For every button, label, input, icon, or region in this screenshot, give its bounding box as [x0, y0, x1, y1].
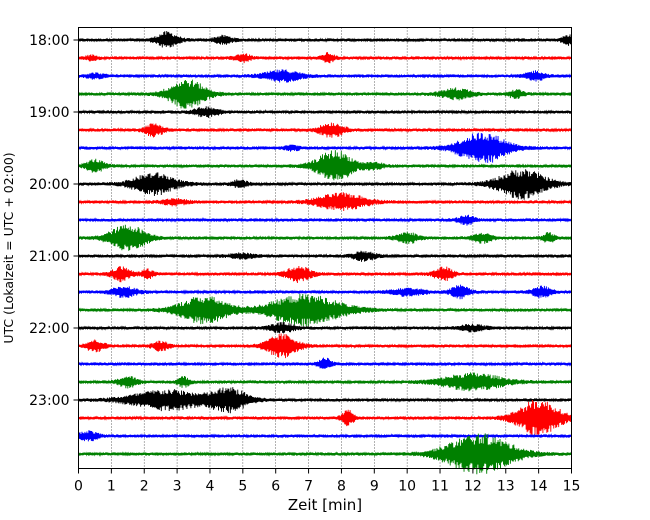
trace-2300 — [78, 387, 572, 414]
trace-2345 — [78, 433, 572, 475]
plot-frame — [78, 27, 572, 469]
trace-2315 — [78, 399, 572, 438]
trace-2130 — [78, 284, 572, 300]
trace-1845 — [78, 79, 572, 109]
y-axis-ticks: 18:00 19:00 20:00 21:00 22:00 23:00 — [29, 33, 79, 409]
trace-2145 — [78, 293, 572, 327]
trace-1930 — [78, 132, 572, 163]
trace-2000 — [78, 169, 572, 200]
trace-1900 — [78, 106, 572, 119]
y-tick-label: 18:00 — [29, 33, 69, 49]
trace-1915 — [78, 122, 572, 138]
x-tick-label: 9 — [370, 479, 379, 495]
x-tick-label: 4 — [206, 479, 215, 495]
trace-2115 — [78, 266, 572, 283]
trace-2230 — [78, 357, 572, 369]
x-tick-label: 11 — [431, 479, 449, 495]
x-axis-ticks: 0 1 2 3 4 5 6 7 8 9 10 11 12 13 14 15 — [74, 468, 581, 495]
trace-2215 — [78, 333, 572, 359]
x-tick-label: 3 — [173, 479, 182, 495]
x-axis-title: Zeit [min] — [288, 496, 362, 514]
trace-2245 — [78, 372, 572, 392]
trace-1830 — [78, 69, 572, 83]
x-tick-label: 15 — [563, 479, 581, 495]
y-tick-label: 21:00 — [29, 249, 69, 265]
x-tick-label: 5 — [238, 479, 247, 495]
x-tick-label: 12 — [464, 479, 482, 495]
y-tick-label: 23:00 — [29, 393, 69, 409]
x-tick-label: 10 — [398, 479, 416, 495]
y-axis-title: UTC (Lokalzeit = UTC + 02:00) — [1, 152, 16, 343]
trace-1800 — [78, 31, 572, 48]
x-tick-label: 0 — [74, 479, 83, 495]
y-tick-label: 22:00 — [29, 321, 69, 337]
seismogram-traces — [78, 31, 572, 475]
x-tick-label: 1 — [107, 479, 116, 495]
x-tick-label: 7 — [304, 479, 313, 495]
y-tick-label: 20:00 — [29, 177, 69, 193]
trace-1815 — [78, 52, 572, 64]
x-tick-label: 6 — [271, 479, 280, 495]
trace-2330 — [78, 430, 572, 442]
trace-2015 — [78, 192, 572, 212]
trace-1945 — [78, 150, 572, 181]
y-tick-label: 19:00 — [29, 105, 69, 121]
x-tick-label: 14 — [530, 479, 548, 495]
trace-2030 — [78, 214, 572, 226]
trace-2100 — [78, 250, 572, 262]
x-tick-label: 2 — [140, 479, 149, 495]
trace-2200 — [78, 322, 572, 334]
trace-2045 — [78, 224, 572, 251]
x-tick-label: 8 — [337, 479, 346, 495]
x-tick-label: 13 — [497, 479, 515, 495]
